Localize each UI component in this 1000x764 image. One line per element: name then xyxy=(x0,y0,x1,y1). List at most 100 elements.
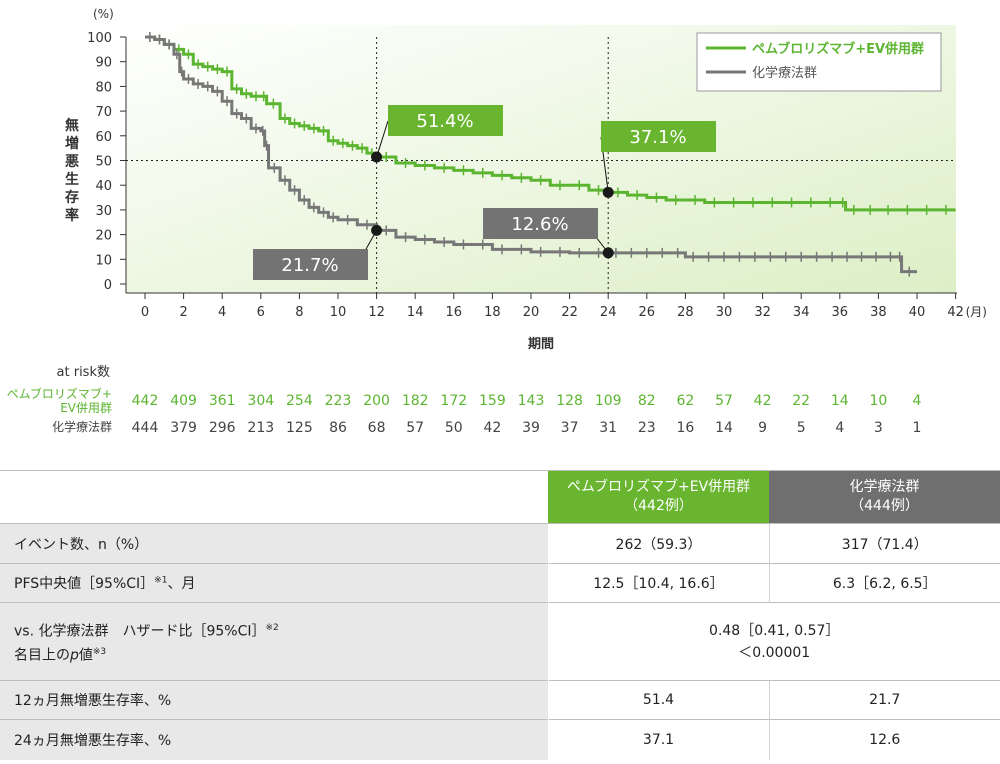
x-tick-label: 34 xyxy=(793,305,810,320)
y-axis-title: 無増悪生存率 xyxy=(65,117,79,224)
at-risk-value: 16 xyxy=(676,420,695,436)
value-12m-combo: 51.4 xyxy=(547,680,769,720)
y-tick-label: 60 xyxy=(95,130,112,145)
at-risk-value: 128 xyxy=(556,393,583,409)
at-risk-label-combo-line2: EV併用群 xyxy=(60,401,112,415)
at-risk-value: 200 xyxy=(363,393,390,409)
at-risk-value: 86 xyxy=(329,420,347,436)
results-table: ペムブロリズマブ+EV併用群 （442例） 化学療法群 （444例） イベント数、n… xyxy=(0,470,1000,760)
at-risk-value: 444 xyxy=(131,420,159,436)
x-tick-label: 10 xyxy=(330,305,347,320)
annotation-box xyxy=(601,121,716,152)
header-combo: ペムブロリズマブ+EV併用群 （442例） xyxy=(548,470,769,524)
at-risk-value: 3 xyxy=(873,420,883,436)
x-tick-label: 8 xyxy=(295,305,303,320)
annotation-box xyxy=(388,105,503,136)
value-12m-chemo: 21.7 xyxy=(768,680,1000,720)
value-24m-chemo: 12.6 xyxy=(768,719,1000,760)
annotation-leader xyxy=(376,120,389,158)
at-risk-value: 4 xyxy=(835,420,845,436)
row-label-12m: 12ヵ月無増悪生存率、% xyxy=(0,680,548,720)
annotation-label: 12.6% xyxy=(511,214,568,235)
at-risk-value: 296 xyxy=(208,420,236,436)
x-tick-label: 26 xyxy=(639,305,656,320)
x-tick-label: 42 xyxy=(947,305,964,320)
at-risk-value: 14 xyxy=(715,420,733,436)
legend: ペムブロリズマブ+EV併用群 化学療法群 xyxy=(696,32,942,92)
x-tick-label: 18 xyxy=(484,305,501,320)
y-tick-label: 40 xyxy=(95,179,112,194)
annotation-box xyxy=(483,208,598,239)
y-unit: (%) xyxy=(93,7,114,21)
x-axis-title: 期間 xyxy=(528,337,554,352)
table-row: vs. 化学療法群 ハザード比［95%CI］※2 名目上のp値※3 0.48［0… xyxy=(0,602,1000,681)
at-risk-value: 159 xyxy=(479,393,506,409)
annotation-point xyxy=(371,151,383,163)
at-risk-value: 57 xyxy=(715,393,733,409)
table-row: 12ヵ月無増悪生存率、% 51.4 21.7 xyxy=(0,680,1000,720)
at-risk-value: 22 xyxy=(792,393,811,409)
value-24m-combo: 37.1 xyxy=(547,719,769,760)
at-risk-value: 68 xyxy=(367,420,386,436)
at-risk-value: 1 xyxy=(912,420,922,436)
x-tick-label: 32 xyxy=(754,305,771,320)
at-risk-label-combo-line1: ペムブロリズマブ+ xyxy=(6,387,112,401)
at-risk-value: 62 xyxy=(676,393,695,409)
at-risk-label-chemo: 化学療法群 xyxy=(51,420,112,434)
x-tick-label: 36 xyxy=(832,305,849,320)
row-label-pfs-median: PFS中央値［95%CI］※1、月 xyxy=(0,563,548,603)
y-tick-label: 70 xyxy=(95,105,112,120)
annotation-label: 37.1% xyxy=(629,127,686,148)
annotation-point xyxy=(602,247,614,259)
at-risk-value: 31 xyxy=(599,420,618,436)
at-risk-value: 361 xyxy=(208,393,236,409)
y-tick-label: 100 xyxy=(87,31,112,46)
at-risk-value: 172 xyxy=(440,393,468,409)
y-tick-label: 10 xyxy=(95,253,112,268)
at-risk-value: 42 xyxy=(483,420,502,436)
series-line-0 xyxy=(145,35,956,212)
annotation-box xyxy=(253,249,368,280)
annotation-point xyxy=(371,224,383,236)
x-tick-label: 0 xyxy=(141,305,149,320)
legend-label-combo: ペムブロリズマブ+EV併用群 xyxy=(752,41,924,57)
at-risk-value: 109 xyxy=(594,393,622,409)
value-median-chemo: 6.3［6.2, 6.5］ xyxy=(768,563,1000,603)
row-label-events: イベント数、n（%） xyxy=(0,523,548,564)
at-risk-value: 82 xyxy=(637,393,656,409)
at-risk-value: 379 xyxy=(170,420,197,436)
at-risk-value: 10 xyxy=(869,393,888,409)
x-tick-label: 6 xyxy=(257,305,265,320)
x-tick-label: 16 xyxy=(446,305,463,320)
at-risk-value: 37 xyxy=(560,420,579,436)
annotation-label: 51.4% xyxy=(416,111,473,132)
at-risk-title: at risk数 xyxy=(56,365,110,380)
x-tick-label: 4 xyxy=(218,305,226,320)
x-tick-label: 40 xyxy=(909,305,926,320)
at-risk-label-combo: ペムブロリズマブ+ EV併用群 xyxy=(0,387,112,415)
header-chemo: 化学療法群 （444例） xyxy=(769,470,1000,524)
value-hazard: 0.48［0.41, 0.57］ ＜0.00001 xyxy=(547,602,1000,681)
x-tick-label: 30 xyxy=(716,305,733,320)
at-risk-value: 23 xyxy=(637,420,656,436)
value-events-chemo: 317（71.4） xyxy=(768,523,1000,564)
at-risk-value: 39 xyxy=(522,420,540,436)
table-row: 24ヵ月無増悪生存率、% 37.1 12.6 xyxy=(0,719,1000,760)
x-tick-label: 28 xyxy=(677,305,694,320)
at-risk-value: 50 xyxy=(444,420,463,436)
at-risk-value: 254 xyxy=(286,393,313,409)
y-tick-label: 80 xyxy=(95,80,112,95)
x-tick-label: 20 xyxy=(523,305,540,320)
x-tick-label: 38 xyxy=(870,305,887,320)
x-tick-label: 2 xyxy=(179,305,187,320)
row-label-hazard: vs. 化学療法群 ハザード比［95%CI］※2 名目上のp値※3 xyxy=(0,602,548,681)
at-risk-value: 223 xyxy=(324,393,352,409)
table-row: PFS中央値［95%CI］※1、月 12.5［10.4, 16.6］ 6.3［6… xyxy=(0,563,1000,603)
y-tick-label: 50 xyxy=(95,155,112,170)
annotation-label: 21.7% xyxy=(281,255,338,276)
x-tick-label: 14 xyxy=(407,305,424,320)
at-risk-value: 42 xyxy=(753,393,772,409)
annotation-point xyxy=(602,186,614,198)
x-unit: (月) xyxy=(966,305,987,319)
at-risk-value: 5 xyxy=(796,420,806,436)
